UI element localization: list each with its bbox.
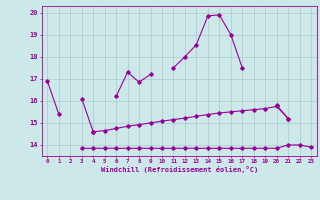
X-axis label: Windchill (Refroidissement éolien,°C): Windchill (Refroidissement éolien,°C) [100, 166, 258, 173]
